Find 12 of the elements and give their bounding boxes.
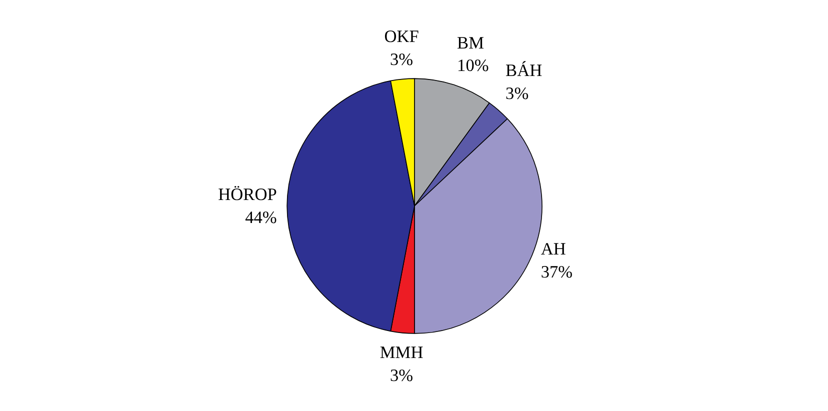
slice-label: MMH (380, 342, 424, 362)
data-label: 44% (245, 208, 277, 227)
data-label: 37% (540, 262, 573, 282)
slice-label: BÁH (506, 60, 542, 80)
slice-label: BM (457, 33, 484, 52)
data-label: 10% (457, 56, 489, 76)
data-label: 3% (390, 366, 414, 385)
slice-label: HÖROP (218, 185, 277, 204)
slice-label: AH (540, 240, 566, 259)
data-label: 3% (390, 50, 414, 70)
slice-label: OKF (384, 27, 420, 46)
data-label: 3% (506, 84, 529, 103)
